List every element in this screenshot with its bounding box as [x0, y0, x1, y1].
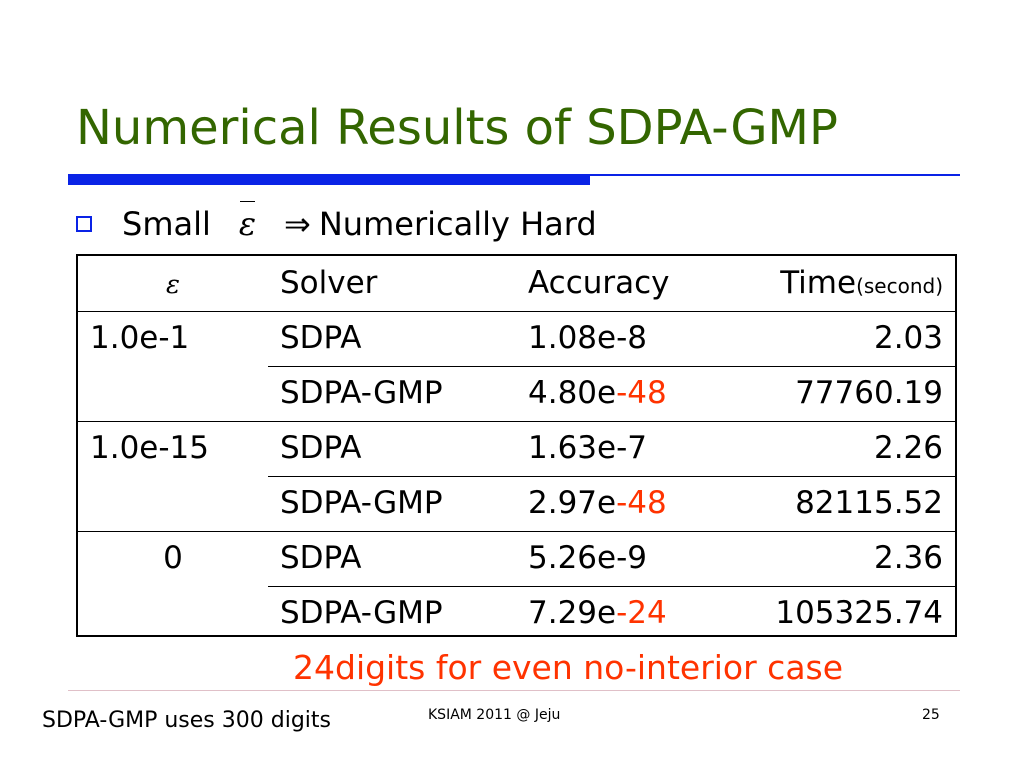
table-divider	[268, 476, 955, 477]
cell-epsilon: 1.0e-15	[90, 430, 210, 466]
cell-accuracy: 7.29e-24	[528, 595, 667, 631]
cell-time: 105325.74	[775, 595, 943, 631]
highlight-note: 24digits for even no-interior case	[293, 648, 844, 687]
cell-accuracy: 5.26e-9	[528, 540, 648, 576]
results-table: ε Solver Accuracy Time(second) 1.0e-1 SD…	[76, 254, 957, 637]
cell-accuracy: 1.08e-8	[528, 320, 648, 356]
header-epsilon: ε	[78, 254, 268, 311]
square-bullet-icon	[76, 216, 92, 232]
bullet-prefix: Small	[122, 205, 211, 243]
footer-left-text: SDPA-GMP uses 300 digits	[42, 708, 331, 733]
footer-conference: KSIAM 2011 @ Jeju	[428, 707, 561, 723]
bullet-point: Small ε ⇒ Numerically Hard	[76, 201, 597, 244]
cell-solver: SDPA	[280, 430, 362, 466]
cell-solver: SDPA	[280, 320, 362, 356]
header-accuracy: Accuracy	[528, 265, 670, 301]
table-divider	[78, 311, 955, 312]
implies-arrow: ⇒	[284, 205, 311, 243]
table-divider	[268, 586, 955, 587]
cell-time: 82115.52	[795, 485, 943, 521]
table-row: SDPA-GMP 4.80e-48 77760.19	[78, 366, 955, 421]
header-time: Time(second)	[780, 265, 943, 301]
cell-time: 2.36	[873, 540, 943, 576]
table-row: 0 SDPA 5.26e-9 2.36	[78, 531, 955, 586]
cell-accuracy: 1.63e-7	[528, 430, 648, 466]
cell-accuracy: 4.80e-48	[528, 375, 667, 411]
table-divider	[78, 421, 955, 422]
title-underline-thick	[68, 174, 590, 185]
cell-epsilon: 1.0e-1	[90, 320, 190, 356]
cell-solver: SDPA-GMP	[280, 375, 443, 411]
cell-time: 2.03	[873, 320, 943, 356]
table-header-row: ε Solver Accuracy Time(second)	[78, 254, 955, 311]
cell-epsilon: 0	[163, 540, 183, 576]
cell-time: 2.26	[873, 430, 943, 466]
title-underline-thin	[590, 174, 960, 176]
table-divider	[268, 366, 955, 367]
table-row: SDPA-GMP 2.97e-48 82115.52	[78, 476, 955, 531]
table-row: SDPA-GMP 7.29e-24 105325.74	[78, 586, 955, 641]
header-solver: Solver	[280, 265, 378, 301]
slide-title: Numerical Results of SDPA-GMP	[76, 100, 838, 156]
cell-solver: SDPA-GMP	[280, 485, 443, 521]
header-time-unit: (second)	[856, 274, 943, 298]
table-row: 1.0e-1 SDPA 1.08e-8 2.03	[78, 311, 955, 366]
cell-time: 77760.19	[795, 375, 943, 411]
cell-solver: SDPA	[280, 540, 362, 576]
bullet-suffix: Numerically Hard	[318, 205, 597, 243]
cell-accuracy: 2.97e-48	[528, 485, 667, 521]
cell-solver: SDPA-GMP	[280, 595, 443, 631]
epsilon-bar-symbol: ε	[239, 201, 256, 243]
table-divider	[78, 531, 955, 532]
footer-divider	[68, 690, 960, 691]
table-row: 1.0e-15 SDPA 1.63e-7 2.26	[78, 421, 955, 476]
page-number: 25	[922, 707, 940, 723]
